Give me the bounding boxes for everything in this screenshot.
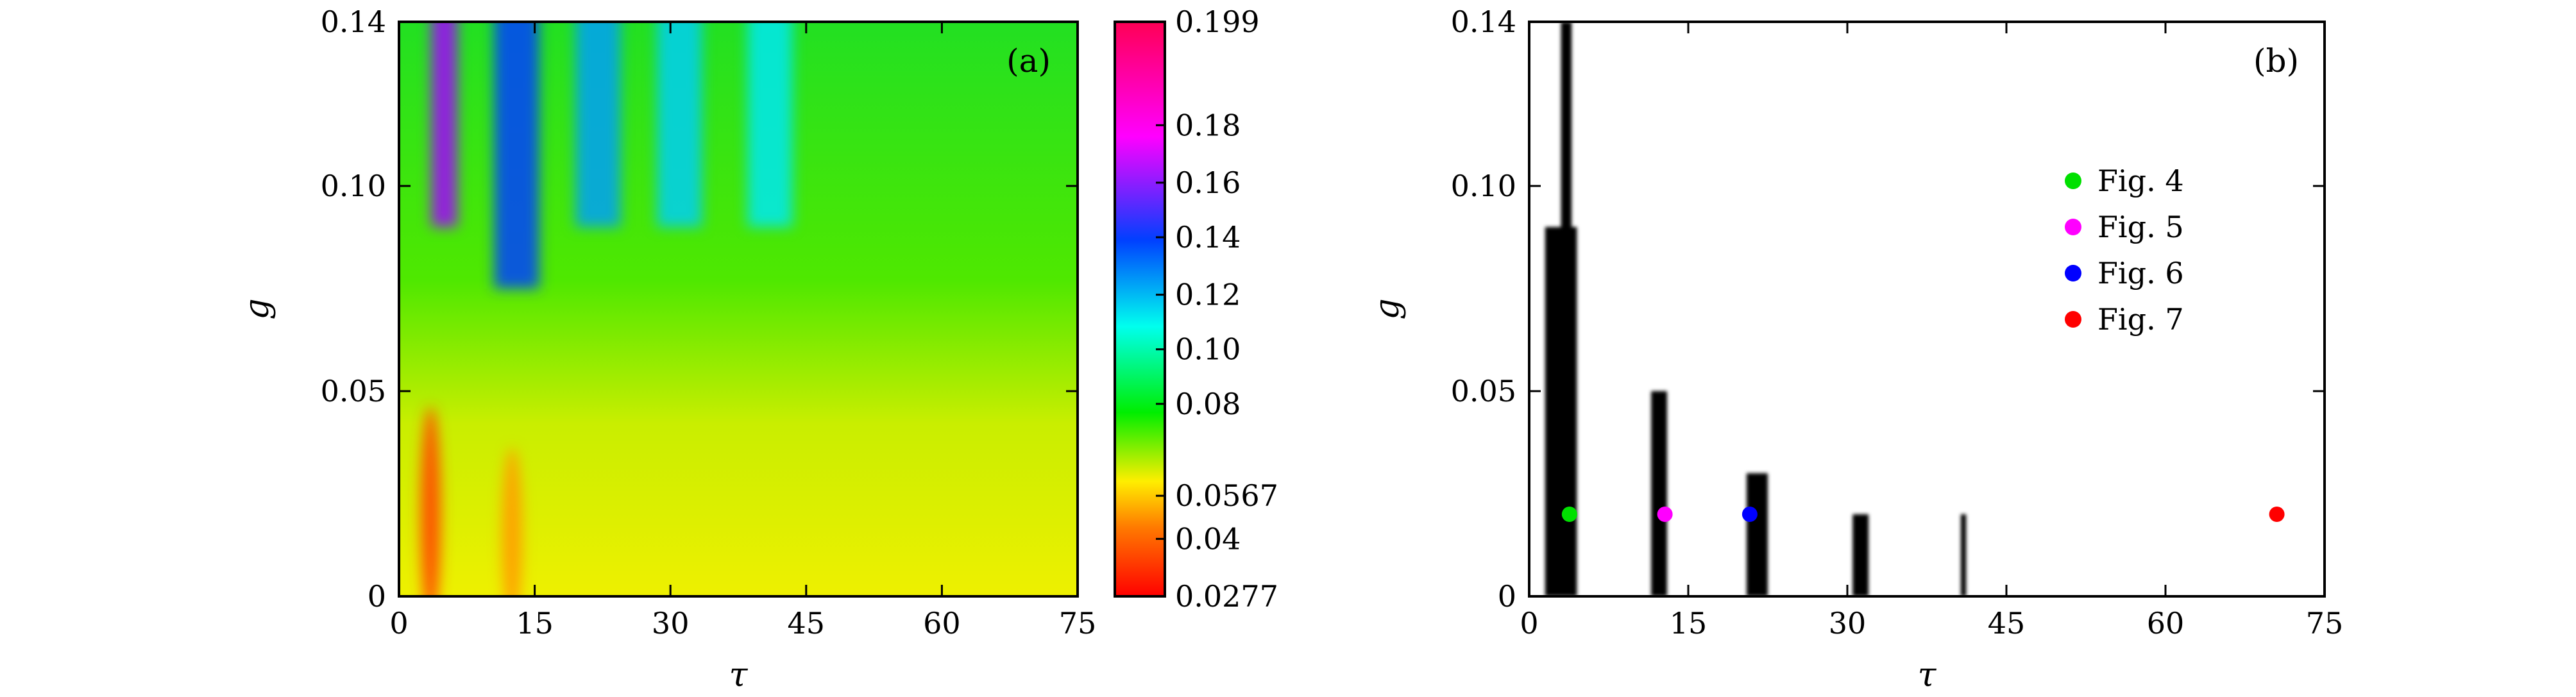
x-tick-label-a: 30 [652,606,690,641]
colorbar-ticks: 0.0277 0.04 0.0567 0.08 0.10 0.12 0.14 0.16 0.18… [1156,4,1278,614]
y-tick-label-a: 0.10 [321,169,386,203]
colorbar-tick-label: 0.0277 [1175,579,1278,614]
panel-label-a: (a) [1006,42,1051,80]
black-region [1651,391,1667,596]
axis-ticks-a: 0 15 30 45 60 75 0 0.05 0.10 0.14 [321,4,1097,641]
colorbar-tick-label: 0.18 [1175,108,1241,142]
y-tick-label-b: 0 [1498,579,1516,614]
heatmap-feature [494,22,539,289]
x-tick-label-b: 15 [1670,606,1707,641]
x-tick-label-a: 45 [788,606,826,641]
x-tick-label-b: 30 [1829,606,1867,641]
heatmap-plot [399,22,1078,596]
heatmap-feature [420,407,441,596]
colorbar-tick-label: 0.08 [1175,387,1241,421]
x-tick-label-b: 45 [1988,606,2026,641]
heatmap-frame [398,21,1079,598]
legend-marker [2065,172,2081,189]
scatter-point [1561,507,1577,522]
x-tick-label-b: 75 [2306,606,2344,641]
y-tick-label-b: 0.05 [1451,374,1516,408]
colorbar-tick-label: 0.16 [1175,165,1241,200]
colorbar-tick-label: 0.199 [1175,4,1260,39]
colorbar-tick-label: 0.04 [1175,521,1241,556]
x-tick-label-b: 60 [2147,606,2185,641]
legend-label: Fig. 5 [2097,210,2184,244]
panel-label-b: (b) [2253,42,2299,80]
legend-label: Fig. 4 [2097,164,2184,198]
heatmap-feature [502,448,523,596]
y-tick-label-b: 0.10 [1451,169,1516,203]
heatmap-feature [575,22,621,227]
legend-label: Fig. 7 [2097,302,2184,337]
scatter-plot [1529,22,2325,596]
heatmap-feature [431,22,457,227]
colorbar-tick-label: 0.10 [1175,332,1241,367]
y-axis-title-a: g [238,298,276,319]
legend-marker [2065,311,2081,328]
legend-marker [2065,265,2081,281]
y-tick-label-a: 0.14 [321,4,386,39]
black-region [1960,514,1967,596]
y-tick-label-b: 0.14 [1451,4,1516,39]
colorbar-gradient [1114,21,1166,598]
legend-label: Fig. 6 [2097,256,2184,290]
y-tick-label-a: 0 [368,579,386,614]
colorbar-tick-label: 0.12 [1175,278,1241,312]
scatter-point [2269,507,2285,522]
black-regions [1545,22,1967,596]
scatter-point [1741,507,1758,522]
x-tick-label-a: 75 [1059,606,1097,641]
y-tick-label-a: 0.05 [321,374,386,408]
scatter-point [1657,507,1673,522]
axis-ticks-b: 0 15 30 45 60 75 0 0.05 0.10 0.14 [1451,4,2344,641]
x-tick-label-a: 60 [923,606,961,641]
heatmap-feature [747,22,793,227]
x-tick-label-a: 0 [389,606,408,641]
colorbar: 0.0277 0.04 0.0567 0.08 0.10 0.12 0.14 0.16 0.18… [1114,4,1278,614]
legend: Fig. 4 Fig. 5 Fig. 6 Fig. 7 [2065,164,2184,337]
heatmap-features [420,22,793,596]
black-region [1561,22,1572,596]
colorbar-tick-label: 0.0567 [1175,478,1278,513]
x-tick-label-b: 0 [1520,606,1538,641]
heatmap-feature [657,22,702,227]
colorbar-tick-label: 0.14 [1175,220,1241,255]
y-axis-title-b: g [1368,298,1407,319]
x-axis-title-b: τ [1918,656,1937,694]
legend-marker [2065,219,2081,235]
black-region [1852,514,1869,596]
plot-frame-b [1528,21,2326,598]
scatter-points [1561,507,2285,522]
black-region [1746,473,1768,596]
x-tick-label-a: 15 [516,606,554,641]
plot-background-b [1529,22,2325,596]
x-axis-title-a: τ [729,656,749,694]
